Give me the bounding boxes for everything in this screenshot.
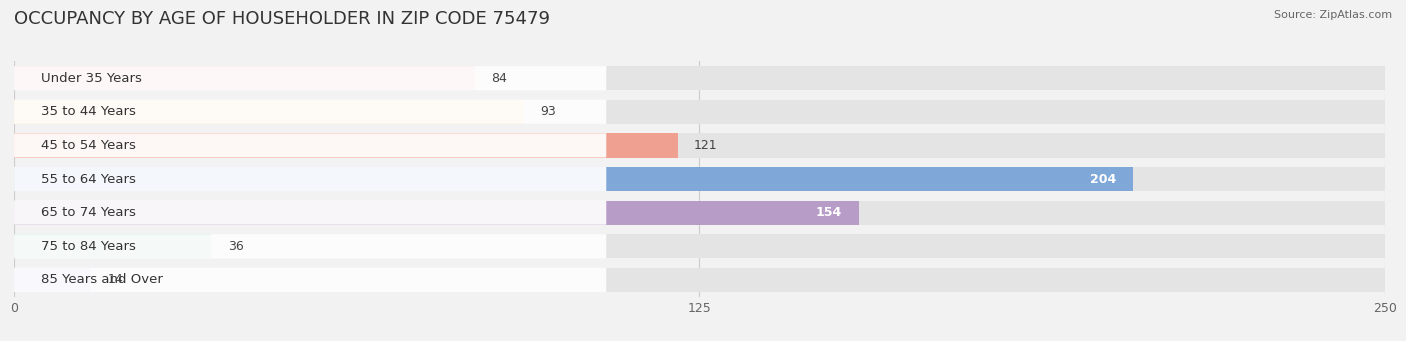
- FancyBboxPatch shape: [14, 66, 606, 90]
- Bar: [14, 100, 1385, 124]
- Bar: [14, 234, 1385, 258]
- Bar: [14, 167, 1133, 191]
- FancyBboxPatch shape: [14, 201, 606, 225]
- FancyBboxPatch shape: [14, 234, 606, 258]
- Text: 84: 84: [491, 72, 508, 85]
- Bar: [14, 66, 1385, 90]
- Text: 65 to 74 Years: 65 to 74 Years: [42, 206, 136, 219]
- FancyBboxPatch shape: [14, 167, 606, 191]
- Bar: [14, 201, 1385, 225]
- Text: Under 35 Years: Under 35 Years: [42, 72, 142, 85]
- Text: 55 to 64 Years: 55 to 64 Years: [42, 173, 136, 186]
- Text: 93: 93: [540, 105, 557, 118]
- FancyBboxPatch shape: [14, 133, 606, 158]
- Text: 85 Years and Over: 85 Years and Over: [42, 273, 163, 286]
- Bar: [14, 133, 1385, 158]
- Bar: [14, 66, 475, 90]
- FancyBboxPatch shape: [14, 100, 606, 124]
- Text: 154: 154: [815, 206, 842, 219]
- Bar: [14, 133, 678, 158]
- Text: 14: 14: [107, 273, 124, 286]
- FancyBboxPatch shape: [14, 268, 606, 292]
- Text: OCCUPANCY BY AGE OF HOUSEHOLDER IN ZIP CODE 75479: OCCUPANCY BY AGE OF HOUSEHOLDER IN ZIP C…: [14, 10, 550, 28]
- Text: 121: 121: [695, 139, 717, 152]
- Text: Source: ZipAtlas.com: Source: ZipAtlas.com: [1274, 10, 1392, 20]
- Text: 204: 204: [1090, 173, 1116, 186]
- Text: 35 to 44 Years: 35 to 44 Years: [42, 105, 136, 118]
- Bar: [14, 201, 859, 225]
- Bar: [14, 268, 91, 292]
- Bar: [14, 234, 211, 258]
- Bar: [14, 167, 1385, 191]
- Text: 75 to 84 Years: 75 to 84 Years: [42, 240, 136, 253]
- Bar: [14, 268, 1385, 292]
- Text: 45 to 54 Years: 45 to 54 Years: [42, 139, 136, 152]
- Bar: [14, 100, 524, 124]
- Text: 36: 36: [228, 240, 243, 253]
